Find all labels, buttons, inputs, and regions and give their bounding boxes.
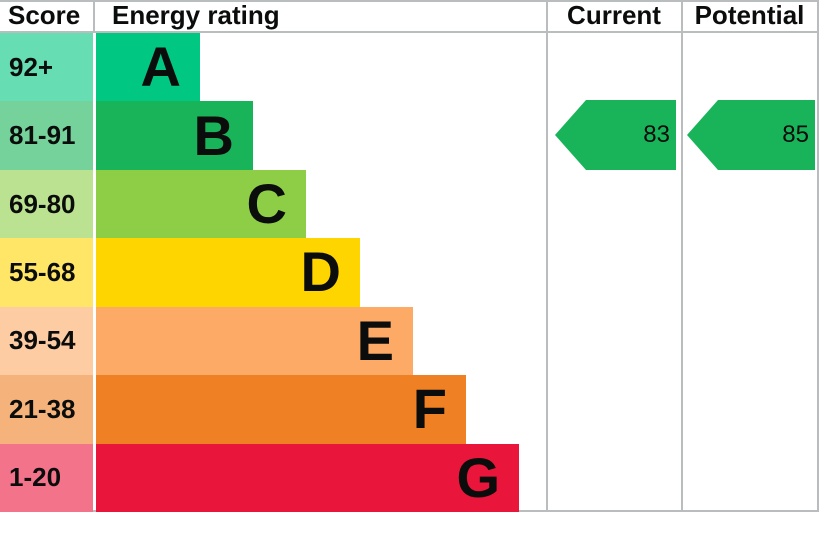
potential-rating-value: 85	[782, 121, 809, 148]
score-range-g: 1-20	[9, 462, 62, 493]
band-bar-e: E	[96, 306, 413, 376]
band-row-f: 21-38 F	[0, 375, 547, 444]
energy-rating-header: Energy rating	[112, 0, 280, 30]
band-row-e: 39-54 E	[0, 306, 547, 376]
band-letter-g: G	[456, 445, 500, 509]
band-letter-f: F	[412, 377, 447, 441]
current-column-divider	[546, 0, 548, 512]
potential-column-divider	[681, 0, 683, 512]
score-header: Score	[8, 0, 81, 30]
score-range-e: 39-54	[9, 325, 76, 356]
score-cell-d: 55-68	[0, 238, 93, 307]
band-bar-g: G	[96, 443, 519, 512]
band-letter-a: A	[140, 35, 181, 99]
potential-header: Potential	[694, 0, 805, 30]
table-right-border	[817, 0, 819, 512]
band-letter-e: E	[356, 308, 394, 372]
current-rating-arrow: 83	[555, 100, 676, 170]
score-range-c: 69-80	[9, 188, 76, 219]
score-cell-f: 21-38	[0, 375, 93, 444]
band-rows: 92+ A 81-91 B 69-80 C 55-68	[0, 33, 547, 512]
band-letter-b: B	[193, 103, 234, 167]
band-letter-d: D	[300, 240, 341, 304]
band-bar-f: F	[96, 375, 466, 444]
band-row-g: 1-20 G	[0, 443, 547, 512]
score-range-d: 55-68	[9, 256, 76, 287]
table-top-border	[0, 0, 819, 2]
band-row-a: 92+ A	[0, 33, 547, 102]
score-column-divider	[93, 0, 95, 31]
score-cell-c: 69-80	[0, 169, 93, 239]
score-cell-e: 39-54	[0, 306, 93, 376]
band-bar-b: B	[96, 101, 253, 170]
band-bar-d: D	[96, 238, 360, 307]
band-row-b: 81-91 B	[0, 101, 547, 170]
score-cell-b: 81-91	[0, 101, 93, 170]
current-rating-value: 83	[643, 121, 670, 148]
score-cell-a: 92+	[0, 33, 93, 102]
score-range-b: 81-91	[9, 120, 76, 151]
band-row-d: 55-68 D	[0, 238, 547, 307]
score-cell-g: 1-20	[0, 443, 93, 512]
score-range-a: 92+	[9, 51, 54, 82]
score-range-f: 21-38	[9, 393, 76, 424]
current-header: Current	[567, 0, 661, 30]
header-bottom-border	[0, 31, 819, 33]
band-row-c: 69-80 C	[0, 169, 547, 239]
left-arrow-icon	[687, 100, 815, 170]
band-bar-c: C	[96, 169, 306, 239]
band-letter-c: C	[246, 172, 287, 236]
band-bar-a: A	[96, 33, 200, 102]
left-arrow-icon	[555, 100, 676, 170]
potential-rating-arrow: 85	[687, 100, 815, 170]
